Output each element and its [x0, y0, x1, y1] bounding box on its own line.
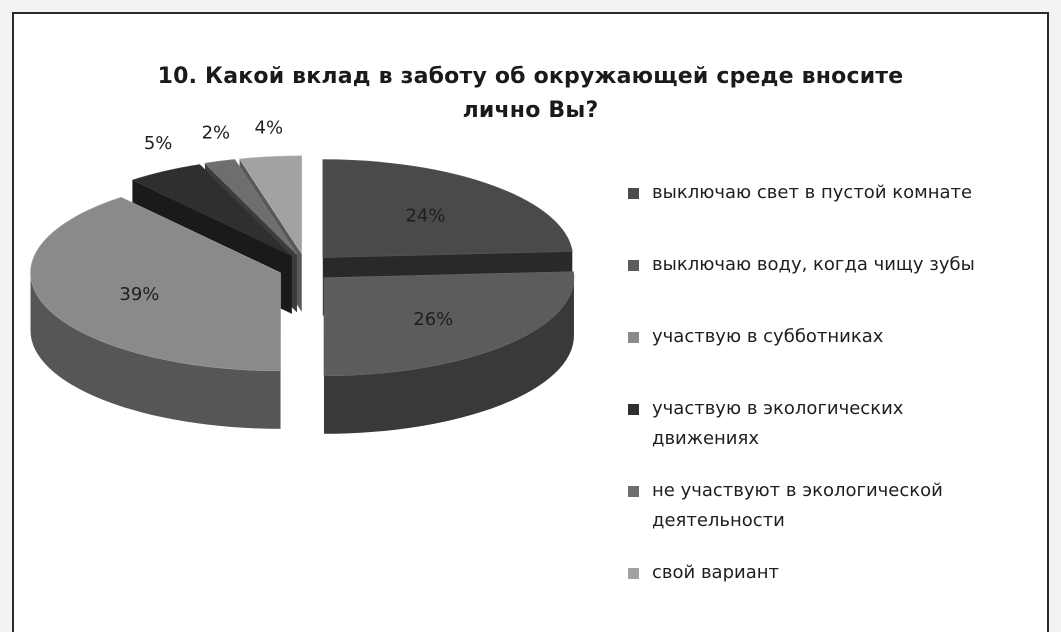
pie-slice-2-top [30, 197, 281, 372]
pie-slice-2-side [30, 272, 281, 429]
legend-label-2-0: участвую в субботниках [652, 326, 884, 347]
legend-swatch-3 [628, 404, 639, 415]
data-label-4: 2% [202, 123, 231, 144]
chart-title: 10. Какой вклад в заботу об окружающей с… [0, 60, 1061, 128]
legend-swatch-0 [628, 188, 639, 199]
legend-swatch-4 [628, 486, 639, 497]
pie-slice-1-side [323, 277, 574, 434]
pie-slice-1 [323, 271, 575, 434]
pie-slice-1-top [323, 271, 575, 377]
data-label-5: 4% [255, 118, 284, 139]
pie-slice-4-top [204, 159, 298, 255]
legend-item-1: выключаю воду, когда чищу зубы [628, 250, 1038, 280]
pie-slice-3-top [131, 164, 292, 256]
legend-label-1-0: выключаю воду, когда чищу зубы [652, 254, 975, 275]
legend-item-2: участвую в субботниках [628, 322, 1038, 352]
legend-item-5: свой вариант [628, 558, 1038, 588]
data-label-2: 39% [119, 284, 159, 305]
pie-slice-5-top [239, 155, 303, 255]
legend-label-3-1: движениях [652, 428, 759, 449]
pie-slice-2 [30, 197, 281, 429]
data-label-0: 24% [405, 206, 445, 227]
pie-slice-0-top [322, 159, 573, 258]
legend-item-4: не участвуют в экологической деятельности [628, 476, 1038, 536]
legend-item-3: участвую в экологических движениях [628, 394, 1038, 454]
legend-label-4-1: деятельности [652, 510, 785, 531]
chart-title-line-1: 10. Какой вклад в заботу об окружающей с… [157, 64, 904, 89]
legend-swatch-1 [628, 260, 639, 271]
legend-swatch-5 [628, 568, 639, 579]
legend-label-0-0: выключаю свет в пустой комнате [652, 182, 973, 203]
legend-swatch-2 [628, 332, 639, 343]
chart-title-line-2: лично Вы? [462, 98, 599, 123]
legend-label-3-0: участвую в экологических [652, 398, 904, 419]
legend-label-5-0: свой вариант [652, 562, 779, 583]
data-label-1: 26% [413, 309, 453, 330]
legend-label-4-0: не участвуют в экологической [652, 480, 943, 501]
legend-item-0: выключаю свет в пустой комнате [628, 178, 1038, 208]
data-label-3: 5% [144, 133, 173, 154]
